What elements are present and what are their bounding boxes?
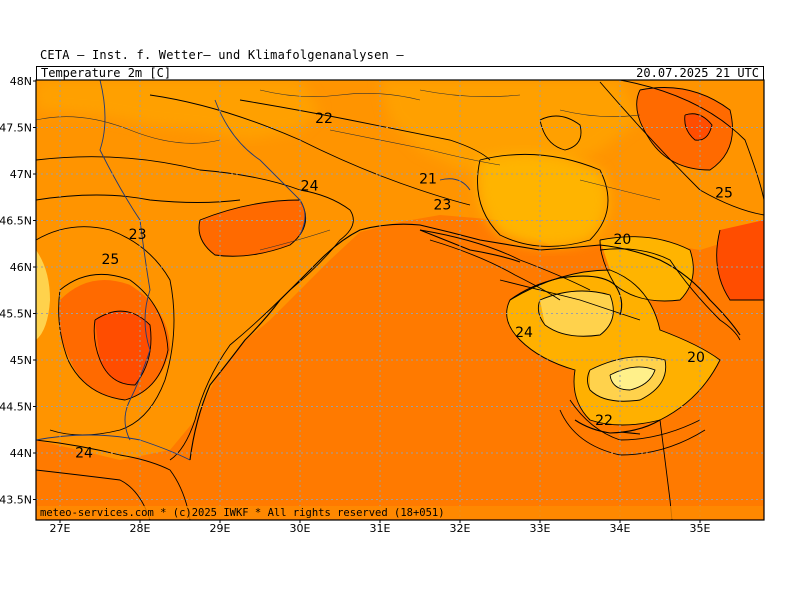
isotherm-label: 25 <box>101 252 119 268</box>
longitude-label: 35E <box>690 522 711 535</box>
isotherm-label: 20 <box>613 232 631 248</box>
azov-cool-zone <box>600 236 694 301</box>
isotherm-label: 25 <box>715 185 733 201</box>
longitude-label: 34E <box>610 522 631 535</box>
credit-text: meteo-services.com * (c)2025 IWKF * All … <box>40 507 445 519</box>
coastline <box>189 223 741 461</box>
latitude-label: 43.5N <box>0 494 32 507</box>
admin-boundaries <box>36 89 661 251</box>
north-cool-zone <box>36 80 320 140</box>
northeast-cool-zone <box>380 80 640 175</box>
isotherm-labels: 22 24 21 23 23 25 20 25 24 20 22 24 <box>75 111 733 462</box>
isotherm-label: 21 <box>419 171 437 187</box>
graticule <box>36 80 764 520</box>
isotherm-lines <box>36 80 764 520</box>
west-edge-cool <box>36 250 50 340</box>
moldova-hot-zone <box>199 200 306 257</box>
parameter-label: Temperature 2m [C] <box>41 66 172 80</box>
parameter-bar: Temperature 2m [C] 20.07.2025 21 UTC <box>36 66 764 80</box>
isotherm-label: 24 <box>515 325 533 341</box>
valid-time: 20.07.2025 21 UTC <box>636 66 759 80</box>
isotherm-label: 23 <box>129 227 147 243</box>
latitude-label: 47.5N <box>0 122 32 135</box>
isotherm-label: 24 <box>301 179 319 195</box>
isotherm-label: 22 <box>315 111 333 127</box>
crimea-plain-cool <box>477 154 608 247</box>
longitude-label: 27E <box>50 522 71 535</box>
longitude-label: 28E <box>130 522 151 535</box>
longitude-label: 29E <box>210 522 231 535</box>
latitude-label: 46N <box>10 261 32 274</box>
latitude-label: 44.5N <box>0 401 32 414</box>
latitude-label: 44N <box>10 447 32 460</box>
isotherm-label: 23 <box>433 197 451 213</box>
country-borders <box>36 80 471 461</box>
latitude-label: 45.5N <box>0 308 32 321</box>
latitude-label: 45N <box>10 354 32 367</box>
northeast-hottest-core <box>684 113 712 141</box>
isotherm-label: 22 <box>595 413 613 429</box>
east-hot-zone <box>716 220 764 300</box>
longitude-label: 30E <box>290 522 311 535</box>
map-frame <box>35 79 765 521</box>
latitude-labels: 48N 47.5N 47N 46.5N 46N 45.5N 45N 44.5N 44N 43.5N <box>0 75 36 507</box>
longitude-label: 32E <box>450 522 471 535</box>
temperature-field <box>36 80 764 520</box>
latitude-label: 47N <box>10 168 32 181</box>
longitude-labels: 27E 28E 29E 30E 31E 32E 33E 34E 35E <box>50 520 711 535</box>
isotherm-label: 24 <box>75 446 93 462</box>
longitude-label: 31E <box>370 522 391 535</box>
west-hottest-core <box>95 311 151 385</box>
credit-strip <box>37 506 763 519</box>
latitude-label: 48N <box>10 75 32 88</box>
latitude-label: 46.5N <box>0 215 32 228</box>
isotherm-label: 20 <box>687 350 705 366</box>
longitude-label: 33E <box>530 522 551 535</box>
chart-title: CETA – Inst. f. Wetter– und Klimafolgena… <box>40 48 404 62</box>
